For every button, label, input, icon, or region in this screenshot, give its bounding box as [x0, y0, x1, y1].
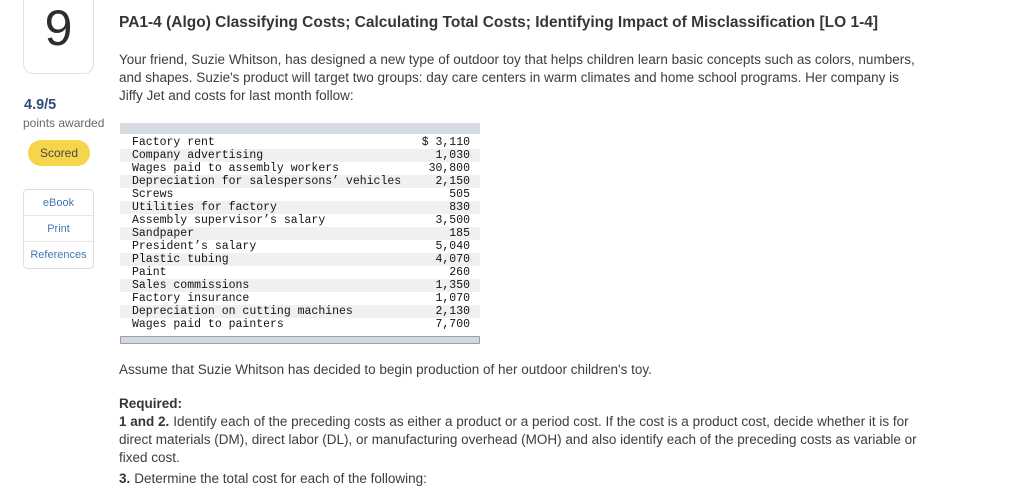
table-row: Assembly supervisor’s salary 3,500: [120, 214, 480, 227]
table-row: Factory insurance 1,070: [120, 292, 480, 305]
cost-table-body: Factory rent $ 3,110 Company advertising 1,…: [120, 136, 480, 331]
cost-item-label: Wages paid to painters: [132, 318, 284, 331]
cost-item-amount: 1,030: [435, 149, 470, 162]
cost-item-label: Utilities for factory: [132, 201, 277, 214]
table-row: Sandpaper 185: [120, 227, 480, 240]
cost-item-amount: 4,070: [435, 253, 470, 266]
cost-item-amount: 2,150: [435, 175, 470, 188]
page-title: PA1-4 (Algo) Classifying Costs; Calculat…: [119, 14, 879, 31]
references-button[interactable]: References: [30, 249, 87, 261]
cost-item-amount: 3,500: [435, 214, 470, 227]
required-section: Required: 1 and 2. Identify each of the p…: [119, 395, 917, 467]
cost-item-amount: 7,700: [435, 318, 470, 331]
table-row: Depreciation on cutting machines 2,130: [120, 305, 480, 318]
table-row: President’s salary 5,040: [120, 240, 480, 253]
required-heading: Required:: [119, 396, 183, 411]
requirement-3-text: Determine the total cost for each of the…: [134, 471, 427, 486]
cost-item-label: Screws: [132, 188, 174, 201]
table-row: Utilities for factory 830: [120, 201, 480, 214]
status-badge-label: Scored: [39, 146, 79, 160]
cost-item-amount: 830: [449, 201, 470, 214]
cost-table: Factory rent $ 3,110 Company advertising 1,…: [120, 123, 480, 344]
table-row: Sales commissions 1,350: [120, 279, 480, 292]
print-button[interactable]: Print: [24, 216, 93, 242]
score-label: points awarded: [23, 116, 105, 130]
requirement-1-2: 1 and 2. Identify each of the preceding c…: [119, 413, 917, 467]
table-row: Plastic tubing 4,070: [120, 253, 480, 266]
cost-item-amount: 1,350: [435, 279, 470, 292]
table-row: Wages paid to assembly workers 30,800: [120, 162, 480, 175]
requirement-3: 3. Determine the total cost for each of t…: [119, 470, 427, 488]
cost-item-label: Factory rent: [132, 136, 215, 149]
ebook-button[interactable]: eBook: [24, 190, 93, 216]
cost-item-label: Paint: [132, 266, 167, 279]
assume-text: Assume that Suzie Whitson has decided to…: [119, 362, 652, 377]
table-row: Depreciation for salespersons’ vehicles 2…: [120, 175, 480, 188]
table-row: Wages paid to painters 7,700: [120, 318, 480, 331]
question-number: 9: [44, 0, 73, 56]
cost-item-label: Factory insurance: [132, 292, 250, 305]
requirement-1-2-prefix: 1 and 2.: [119, 414, 170, 429]
table-row: Screws 505: [120, 188, 480, 201]
status-badge: Scored: [28, 140, 90, 166]
cost-item-amount: 1,070: [435, 292, 470, 305]
cost-item-amount: 505: [449, 188, 470, 201]
cost-item-label: Plastic tubing: [132, 253, 229, 266]
cost-item-amount: 260: [449, 266, 470, 279]
cost-item-label: President’s salary: [132, 240, 257, 253]
cost-table-header: [120, 123, 480, 134]
score-value: 4.9/5: [24, 97, 57, 113]
cost-item-label: Depreciation on cutting machines: [132, 305, 353, 318]
intro-paragraph: Your friend, Suzie Whitson, has designed…: [119, 52, 915, 103]
cost-item-amount: 185: [449, 227, 470, 240]
cost-item-amount: 2,130: [435, 305, 470, 318]
requirement-3-prefix: 3.: [119, 471, 131, 486]
table-row: Factory rent $ 3,110: [120, 136, 480, 149]
actions-panel: eBook Print References: [23, 189, 94, 269]
table-horizontal-scrollbar[interactable]: [120, 336, 480, 344]
cost-item-label: Sales commissions: [132, 279, 250, 292]
requirement-1-2-text: Identify each of the preceding costs as …: [119, 414, 917, 465]
cost-item-amount: 5,040: [435, 240, 470, 253]
question-number-card: 9: [23, 0, 94, 74]
sidebar: 9 4.9/5 points awarded Scored eBook Prin…: [0, 0, 119, 503]
table-row: Paint 260: [120, 266, 480, 279]
table-row: Company advertising 1,030: [120, 149, 480, 162]
cost-item-label: Wages paid to assembly workers: [132, 162, 340, 175]
cost-item-label: Company advertising: [132, 149, 264, 162]
cost-item-label: Depreciation for salespersons’ vehicles: [132, 175, 402, 188]
cost-item-amount: $ 3,110: [421, 136, 470, 149]
cost-item-label: Sandpaper: [132, 227, 195, 240]
main-content: PA1-4 (Algo) Classifying Costs; Calculat…: [119, 0, 1011, 503]
cost-item-amount: 30,800: [428, 162, 470, 175]
cost-item-label: Assembly supervisor’s salary: [132, 214, 326, 227]
